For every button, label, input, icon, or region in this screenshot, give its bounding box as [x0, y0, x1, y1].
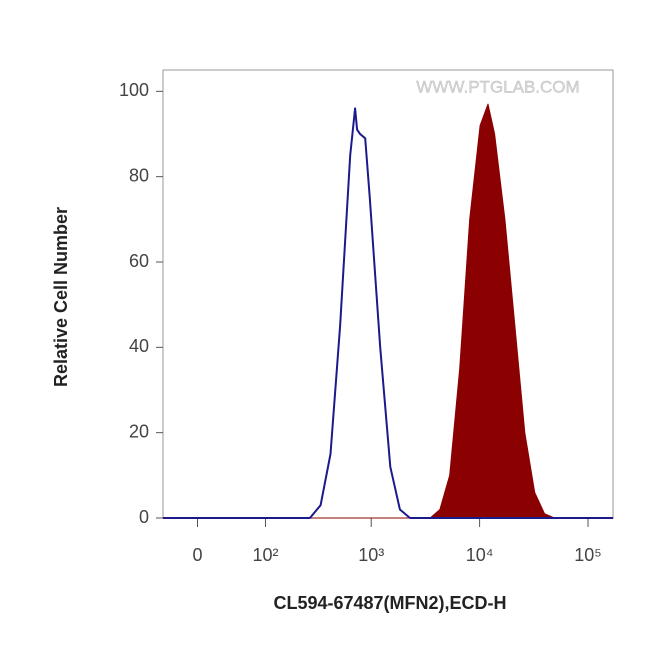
watermark: WWW.PTGLAB.COM	[416, 77, 579, 96]
x-tick-label: 10³	[358, 545, 384, 565]
y-tick-label: 100	[119, 80, 149, 100]
x-tick-label: 10²	[252, 545, 278, 565]
y-tick-label: 60	[129, 251, 149, 271]
x-tick-label: 10⁵	[574, 545, 601, 565]
outline-histogram	[163, 107, 613, 519]
y-tick-label: 80	[129, 165, 149, 185]
x-tick-label: 10⁴	[466, 545, 494, 565]
y-tick-label: 40	[129, 336, 149, 356]
x-axis-label: CL594-67487(MFN2),ECD-H	[273, 593, 506, 613]
y-axis-label: Relative Cell Number	[51, 207, 71, 387]
x-tick-label: 0	[192, 545, 202, 565]
y-tick-label: 0	[139, 507, 149, 527]
filled-histogram	[162, 103, 614, 519]
y-tick-label: 20	[129, 421, 149, 441]
